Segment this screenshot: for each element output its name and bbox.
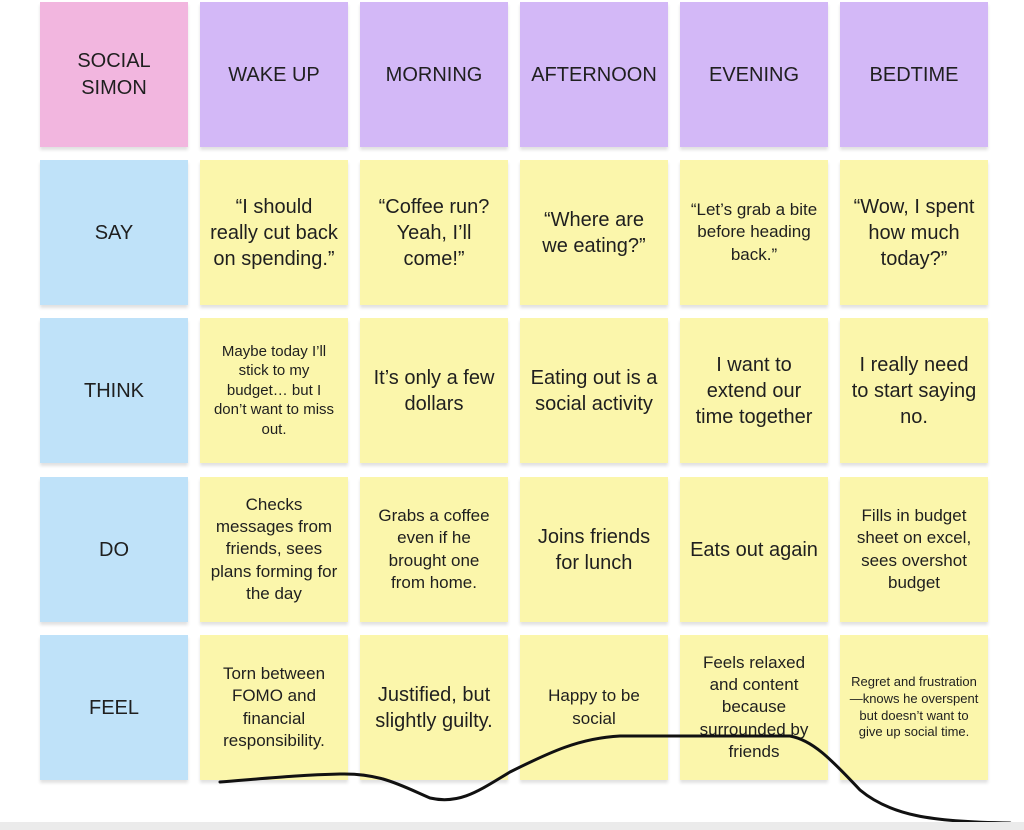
do-evening-note: Eats out again — [680, 477, 828, 622]
feel-bedtime-note: Regret and frustration—knows he overspen… — [840, 635, 988, 780]
row-label-feel: FEEL — [40, 635, 188, 780]
feel-evening-note: Feels relaxed and content because surrou… — [680, 635, 828, 780]
column-header-bedtime: BEDTIME — [840, 2, 988, 147]
say-afternoon-note: “Where are we eating?” — [520, 160, 668, 305]
think-afternoon-note: Eating out is a social activity — [520, 318, 668, 463]
row-label-think: THINK — [40, 318, 188, 463]
do-bedtime-note: Fills in budget sheet on excel, sees ove… — [840, 477, 988, 622]
do-afternoon-note: Joins friends for lunch — [520, 477, 668, 622]
think-morning-note: It’s only a few dollars — [360, 318, 508, 463]
column-header-evening: EVENING — [680, 2, 828, 147]
say-bedtime-note: “Wow, I spent how much today?” — [840, 160, 988, 305]
say-evening-note: “Let’s grab a bite before heading back.” — [680, 160, 828, 305]
feel-morning-note: Justified, but slightly guilty. — [360, 635, 508, 780]
column-header-wake-up: WAKE UP — [200, 2, 348, 147]
row-label-do: DO — [40, 477, 188, 622]
column-header-morning: MORNING — [360, 2, 508, 147]
feel-afternoon-note: Happy to be social — [520, 635, 668, 780]
row-label-say: SAY — [40, 160, 188, 305]
think-bedtime-note: I really need to start saying no. — [840, 318, 988, 463]
think-evening-note: I want to extend our time together — [680, 318, 828, 463]
say-wake-up-note: “I should really cut back on spending.” — [200, 160, 348, 305]
do-wake-up-note: Checks messages from friends, sees plans… — [200, 477, 348, 622]
say-morning-note: “Coffee run? Yeah, I’ll come!” — [360, 160, 508, 305]
column-header-afternoon: AFTERNOON — [520, 2, 668, 147]
think-wake-up-note: Maybe today I’ll stick to my budget… but… — [200, 318, 348, 463]
feel-wake-up-note: Torn between FOMO and financial responsi… — [200, 635, 348, 780]
page-bottom-divider — [0, 822, 1024, 830]
persona-note: SOCIAL SIMON — [40, 2, 188, 147]
do-morning-note: Grabs a coffee even if he brought one fr… — [360, 477, 508, 622]
